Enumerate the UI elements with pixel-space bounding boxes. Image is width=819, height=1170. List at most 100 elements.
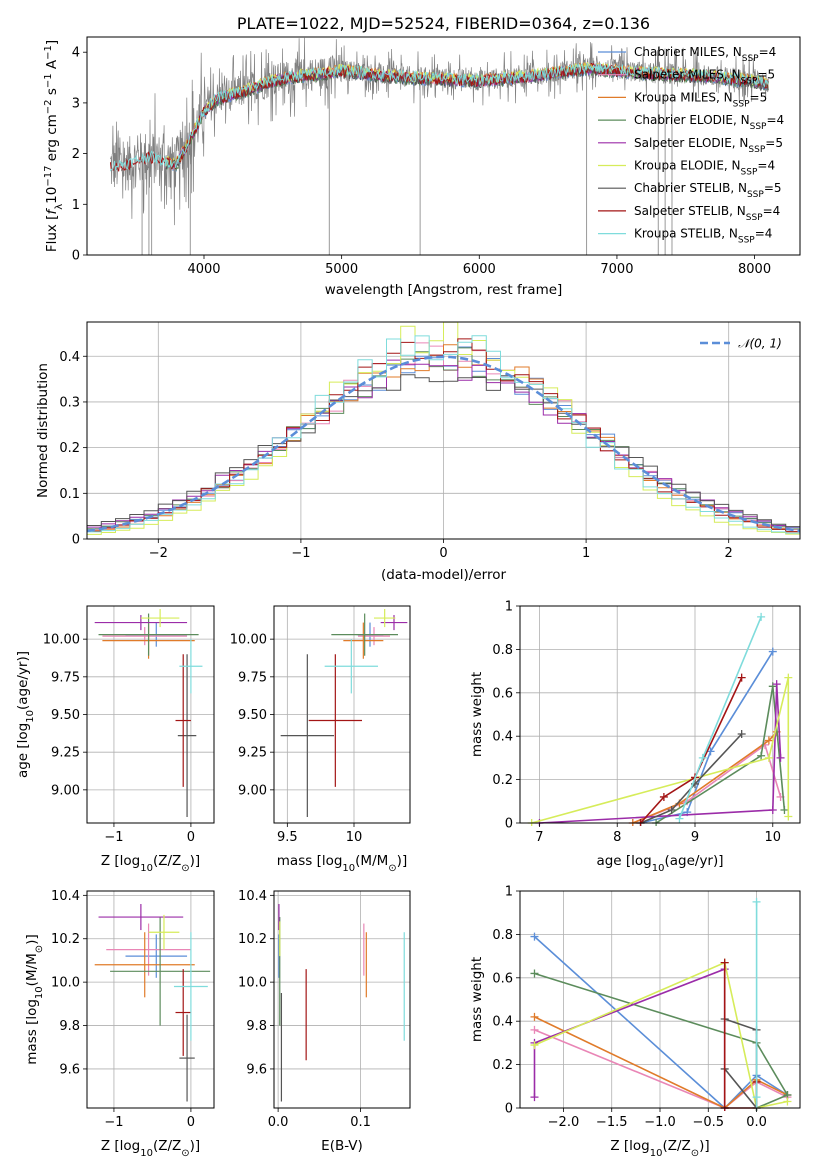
y-tick-label: 2	[72, 147, 80, 162]
y-tick-label: 10.00	[43, 633, 80, 648]
legend-label-subscript: SSP	[741, 77, 758, 87]
y-tick-label: 0.6	[492, 971, 513, 986]
y-tick-label: 9.8	[59, 1019, 80, 1034]
age_vs_Z-x-axis-label-part: )]	[190, 853, 201, 869]
x-tick-label: 1	[582, 546, 590, 561]
y-tick-label: 9.00	[51, 783, 80, 798]
mass-weight-marker-salpeter-elodie	[772, 680, 781, 689]
age_vs_Z-y-axis-label-part: age [log	[15, 723, 31, 778]
errorbar-point-kroupa-elodie	[374, 609, 396, 628]
y-tick-label: 0	[505, 817, 513, 832]
errorbar-point-kroupa-stelib	[324, 639, 378, 694]
axes-frame	[86, 890, 215, 1109]
age_vs_mass-x-axis-label-part: mass [log	[277, 853, 343, 869]
errorbar-point-chabrier-stelib	[177, 654, 197, 817]
mass-weight-marker-kroupa-stelib	[757, 612, 766, 621]
y-tick-label: 0.1	[59, 487, 80, 502]
mass_vs_EBV-x-axis-label: E(B-V)	[321, 1138, 363, 1154]
mass-weight-marker-salpeter-elodie	[768, 805, 777, 814]
mass-weight-marker-kroupa-miles	[764, 736, 773, 745]
y-tick-label: 9.50	[51, 708, 80, 723]
legend-label-subscript: SSP	[741, 168, 758, 178]
legend-label-normal: 𝒩(0, 1)	[738, 337, 782, 351]
y-tick-label: 9.75	[238, 670, 267, 685]
x-tick-label: 9.5	[277, 830, 298, 845]
massweight_vs_age-y-axis-label: mass weight	[469, 672, 485, 757]
mass-weight-marker-kroupa-elodie	[530, 1041, 539, 1050]
residuals-panel: −2 −1 0 1 2 0 0.1 0.2 0.3 0.4 𝒩(0, 1) (data-model)/…	[35, 321, 801, 583]
y-tick-label: 9.6	[59, 1062, 80, 1077]
legend-label-text: Salpeter STELIB, N	[634, 204, 746, 218]
legend-label-salpeter-elodie: Salpeter ELODIE, NSSP=5	[634, 136, 783, 155]
spectrum-y-axis-label-part: erg cm	[44, 114, 60, 165]
legend-label-chabrier-stelib: Chabrier STELIB, NSSP=5	[634, 181, 782, 200]
errorbar-point-kroupa-stelib	[173, 932, 208, 1041]
legend-label-text: Kroupa MILES, N	[634, 90, 733, 104]
massweight-vs-metallicity-panel: −2.0 −1.5 −1.0 −0.5 0.0 0 0.2 0.4 0.6 0.8 1 Z [log1…	[469, 885, 801, 1159]
y-tick-label: 0.4	[492, 1015, 513, 1030]
spectrum-y-axis-label-part: −17	[43, 166, 54, 187]
mass-weight-marker-kroupa-elodie	[764, 753, 773, 762]
y-tick-label: 0.2	[492, 1058, 513, 1073]
errorbar-point-chabrier-miles	[125, 934, 188, 978]
legend-label-salpeter-miles: Salpeter MILES, NSSP=5	[634, 68, 775, 87]
mass-weight-marker-salpeter-miles	[530, 1025, 539, 1034]
mass-weight-marker-kroupa-elodie	[783, 1097, 792, 1106]
x-tick-label: 7	[535, 830, 543, 845]
spectrum-y-axis-label-part: −1	[43, 73, 54, 88]
legend-label-suffix: =4	[755, 227, 773, 241]
mass-weight-marker-kroupa-stelib	[752, 1093, 761, 1102]
x-tick-label: 0	[439, 546, 447, 561]
spectrum-x-axis-label: wavelength [Angstrom, rest frame]	[325, 282, 563, 298]
x-tick-label: 0	[187, 1115, 195, 1130]
age_vs_mass-x-axis-label: mass [log10(M/M⊙)]	[277, 853, 407, 874]
mass_vs_Z-x-axis-label-part: ⊙	[181, 1148, 189, 1159]
legend-label-subscript: SSP	[750, 122, 767, 132]
errorbar-point-chabrier-elodie	[110, 917, 211, 1026]
y-tick-label: 9.8	[246, 1019, 267, 1034]
y-tick-label: 4	[72, 46, 80, 61]
mass-weight-marker-kroupa-stelib	[752, 897, 761, 906]
x-tick-label: 6000	[463, 262, 496, 277]
mass-weight-line-kroupa-miles	[534, 1016, 788, 1109]
x-tick-label: 5000	[325, 262, 358, 277]
x-tick-label: −1.5	[596, 1115, 628, 1130]
mass-weight-marker-salpeter-elodie	[776, 753, 785, 762]
errorbar-point-kroupa-miles	[343, 622, 384, 659]
x-tick-label: 8	[613, 830, 621, 845]
legend-label-subscript: SSP	[742, 54, 759, 64]
massweight_vs_age-x-axis-label-part: age [log	[596, 853, 651, 869]
y-tick-label: 9.25	[238, 746, 267, 761]
y-tick-label: 0.8	[492, 643, 513, 658]
mass_vs_Z-x-axis-label-part: (Z/Z	[153, 1138, 181, 1154]
mass_vs_Z-y-axis-label: mass [log10(M/M⊙)]	[24, 934, 45, 1064]
legend-label-subscript: SSP	[738, 236, 755, 246]
age_vs_Z-x-axis-label: Z [log10(Z/Z⊙)]	[101, 853, 200, 874]
legend-label-subscript: SSP	[747, 190, 764, 200]
y-tick-label: 0.6	[492, 686, 513, 701]
legend-label-subscript: SSP	[746, 213, 763, 223]
mass-weight-marker-salpeter-elodie	[530, 1093, 539, 1102]
x-tick-label: −1	[291, 546, 310, 561]
y-tick-label: 10.00	[230, 633, 267, 648]
x-tick-label: 10	[765, 830, 782, 845]
mass_vs_Z-y-axis-label-part: mass [log	[24, 999, 40, 1065]
errorbar-point-salpeter-elodie	[98, 904, 184, 931]
mass_vs_Z-x-axis-label-part: Z [log	[101, 1138, 140, 1154]
y-tick-label: 0	[505, 1102, 513, 1117]
errorbar-point-kroupa-stelib	[179, 639, 203, 694]
massweight_vs_Z-x-axis-label-part: ⊙	[691, 1148, 699, 1159]
legend-label-suffix: =5	[757, 68, 775, 82]
mass-weight-marker-salpeter-stelib	[737, 673, 746, 682]
massweight_vs_age-x-axis-label-part: (age/yr)]	[664, 853, 723, 869]
legend-label-kroupa-stelib: Kroupa STELIB, NSSP=4	[634, 227, 772, 246]
y-tick-label: 10.4	[51, 889, 80, 904]
legend-label-suffix: =4	[759, 45, 777, 59]
legend-label-suffix: =4	[763, 204, 781, 218]
massweight_vs_age-plot-area	[527, 612, 793, 826]
legend-label-text: Chabrier STELIB, N	[634, 181, 747, 195]
x-tick-label: −1	[104, 1115, 123, 1130]
age_vs_Z-x-axis-label-part: ⊙	[181, 863, 189, 874]
y-tick-label: 1	[505, 600, 513, 615]
